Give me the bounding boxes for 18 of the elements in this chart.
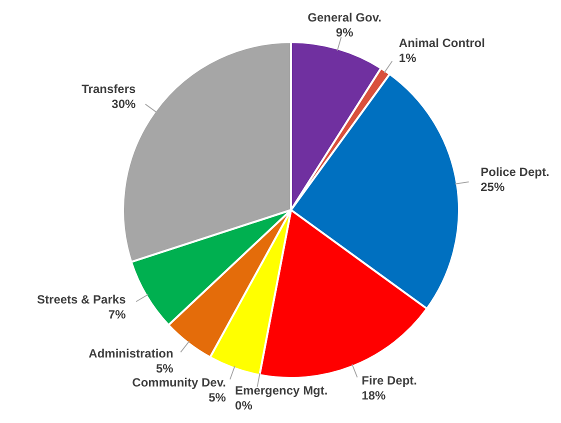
slice-label: Administration — [88, 346, 174, 361]
data-label: 5% — [208, 390, 226, 405]
slice-label: Community Dev. — [132, 376, 226, 390]
data-label: 7% — [108, 308, 126, 322]
slice-label: Police Dept. — [480, 164, 550, 179]
data-label: 5% — [156, 362, 174, 376]
slice-label: Fire Dept. — [362, 374, 418, 388]
slice-label: General Gov. — [308, 10, 382, 25]
data-label: 25% — [480, 180, 505, 194]
legend-label: Emergency Mgt. — [235, 384, 328, 398]
data-label: 9% — [336, 26, 354, 40]
data-label: 30% — [112, 97, 136, 112]
text: 0% — [235, 398, 252, 413]
slice-label: Streets & Parks — [37, 292, 126, 307]
data-label: 1% — [398, 51, 417, 66]
slice-label: Animal Control — [398, 36, 485, 50]
slice-label: Transfers — [82, 82, 136, 96]
data-label: 18% — [362, 388, 386, 403]
